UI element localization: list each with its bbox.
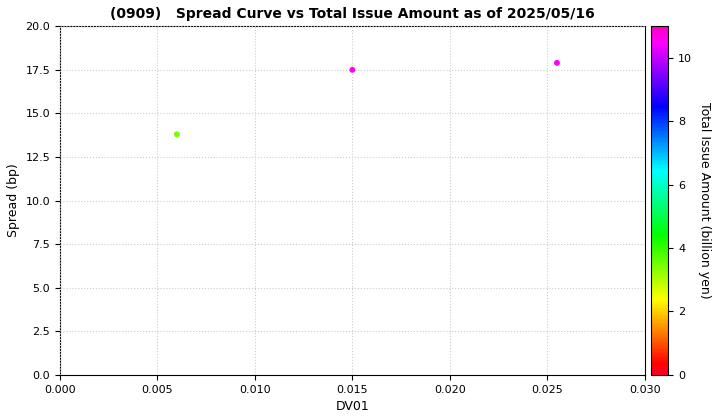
X-axis label: DV01: DV01 [336, 400, 369, 413]
Point [171, 131, 183, 138]
Point [346, 66, 358, 73]
Y-axis label: Spread (bp): Spread (bp) [7, 164, 20, 237]
Point [552, 60, 563, 66]
Y-axis label: Total Issue Amount (billion yen): Total Issue Amount (billion yen) [698, 102, 711, 299]
Title: (0909)   Spread Curve vs Total Issue Amount as of 2025/05/16: (0909) Spread Curve vs Total Issue Amoun… [110, 7, 595, 21]
